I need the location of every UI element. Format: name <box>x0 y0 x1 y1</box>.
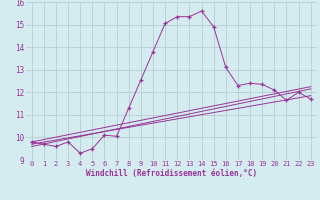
X-axis label: Windchill (Refroidissement éolien,°C): Windchill (Refroidissement éolien,°C) <box>86 169 257 178</box>
